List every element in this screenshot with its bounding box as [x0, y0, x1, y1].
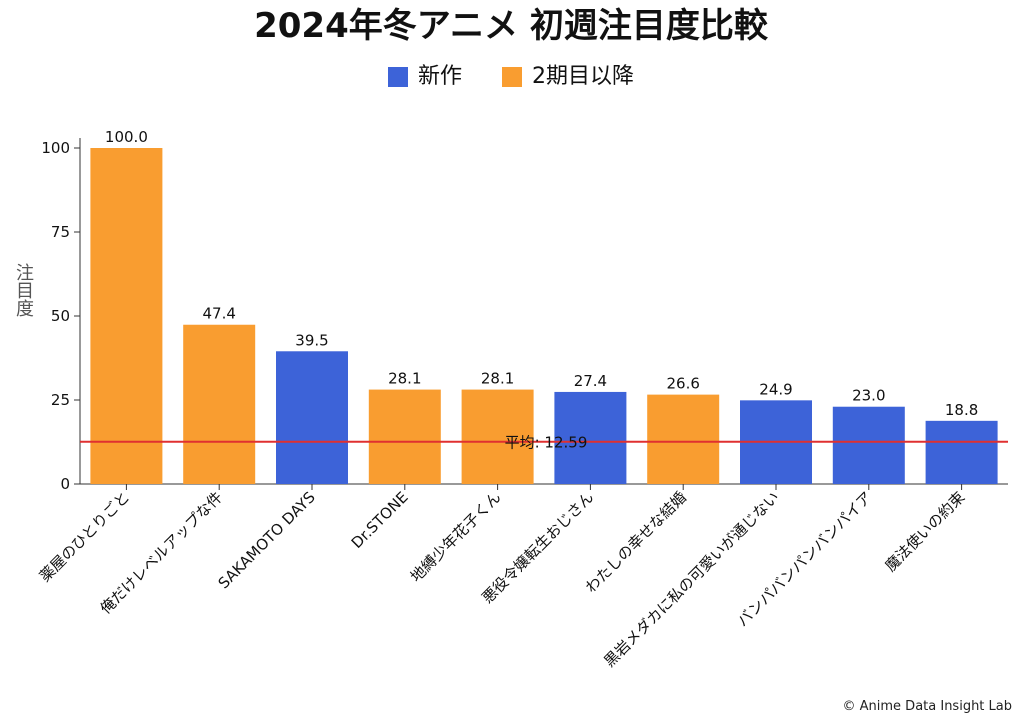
bar-value-label: 28.1 [481, 370, 514, 388]
x-tick-label: 黒岩メダカに私の可愛いが通じない [600, 488, 782, 670]
y-tick-label: 75 [51, 223, 70, 241]
legend-label-sequel: 2期目以降 [532, 64, 634, 89]
x-tick-label: Dr.STONE [348, 488, 412, 552]
x-tick-label: 魔法使いの約束 [881, 488, 968, 575]
bar [90, 148, 163, 484]
legend-item-sequel: 2期目以降 [502, 62, 634, 92]
bar-value-label: 26.6 [666, 375, 699, 393]
x-tick-label: 薬屋のひとりごと [36, 488, 133, 585]
bar-value-label: 18.8 [945, 401, 978, 419]
x-tick-label: 地縛少年花子くん [407, 488, 505, 586]
legend-swatch-new [387, 67, 408, 87]
bar [368, 389, 441, 484]
bar-value-label: 23.0 [852, 387, 885, 405]
x-tick-label: わたしの幸せな結婚 [582, 488, 690, 596]
bar [925, 420, 998, 484]
legend-item-new: 新作 [387, 62, 462, 92]
bar [461, 389, 534, 484]
bar-value-label: 100.0 [105, 128, 148, 146]
x-tick-label: SAKAMOTO DAYS [215, 488, 319, 592]
bar-value-label: 47.4 [202, 305, 235, 323]
y-tick-label: 100 [41, 139, 70, 157]
bar-value-label: 39.5 [295, 331, 328, 349]
y-tick-label: 50 [51, 307, 70, 325]
chart-title: 2024年冬アニメ 初週注目度比較 [254, 6, 768, 46]
bar-value-label: 28.1 [388, 370, 421, 388]
bar [832, 406, 905, 484]
y-axis-label: 注目度 [13, 263, 34, 317]
credit-text: © Anime Data Insight Lab [842, 699, 1012, 714]
bar [276, 351, 348, 484]
y-tick-label: 25 [51, 391, 70, 409]
y-tick-label: 0 [60, 475, 70, 493]
bar [183, 324, 256, 484]
bar [647, 394, 720, 484]
average-label: 平均: 12.59 [505, 434, 588, 452]
legend: 新作 2期目以降 [0, 62, 1022, 92]
bar [554, 391, 627, 484]
legend-label-new: 新作 [417, 64, 462, 89]
legend-swatch-sequel [502, 67, 522, 87]
bar-value-label: 24.9 [759, 380, 792, 398]
bar-value-label: 27.4 [574, 372, 607, 390]
